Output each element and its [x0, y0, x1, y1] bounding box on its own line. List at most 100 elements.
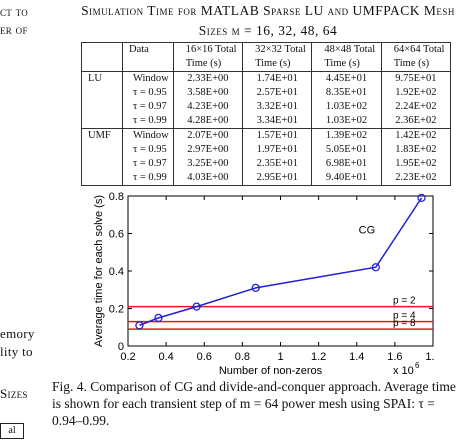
reference-line-label: p = 2	[393, 296, 416, 307]
table-group-cell	[81, 143, 123, 157]
table-value-cell: 2.36E+02	[380, 114, 452, 129]
table-header-cell	[81, 57, 123, 72]
table-value-cell: 1.83E+02	[380, 143, 452, 157]
table-row: τ = 0.97 3.25E+00 2.35E+01 6.98E+01 1.95E+02	[81, 157, 452, 171]
caption-line-1: Fig. 4. Comparison of CG and divide-and-…	[52, 379, 456, 394]
table-header-cell: 16×16 Total	[172, 42, 244, 57]
table-group-cell	[81, 86, 123, 100]
table-row: τ = 0.99 4.03E+00 2.95E+01 9.40E+01 2.23E+02	[81, 171, 452, 186]
x-tick-label: 0.4	[158, 351, 173, 363]
left-text-5: Sizes	[0, 386, 28, 401]
table-header-cell: Time (s)	[311, 57, 382, 72]
table-value-cell: 4.28E+00	[172, 114, 244, 129]
table-group-cell	[81, 114, 123, 129]
x-tick-label: 1	[277, 351, 283, 363]
series-point	[135, 321, 144, 330]
table-value-cell: 1.74E+01	[242, 71, 313, 86]
table-row: LU Window 2.33E+00 1.74E+01 4.45E+01 9.75E+01	[81, 71, 452, 86]
table-value-cell: 2.97E+00	[172, 143, 244, 157]
table-header-cell: Time (s)	[380, 57, 452, 72]
figure-caption: Fig. 4. Comparison of CG and divide-and-…	[52, 378, 474, 429]
table-value-cell: 1.57E+01	[242, 128, 313, 143]
caption-line-3: 0.94–0.99.	[52, 413, 110, 428]
table-group-cell	[81, 171, 123, 186]
simulation-table: Data 16×16 Total 32×32 Total 48×48 Total 64×…	[81, 42, 452, 186]
reference-line-label: p = 8	[393, 318, 416, 329]
y-tick-label: 0.6	[109, 229, 124, 241]
series-point	[251, 283, 260, 293]
table-header-cell: Time (s)	[172, 57, 244, 72]
x-tick-label: 0.8	[235, 351, 250, 363]
table-row: UMF Window 2.07E+00 1.57E+01 1.39E+02 1.42E+0…	[81, 128, 452, 143]
table-header-cell	[81, 42, 123, 57]
table-value-cell: 4.23E+00	[172, 100, 244, 114]
table-header-cell: 48×48 Total	[311, 42, 382, 57]
table-value-cell: 9.75E+01	[380, 71, 452, 86]
table-label-cell: τ = 0.95	[122, 86, 174, 100]
table-value-cell: 1.03E+02	[311, 100, 382, 114]
series-point	[154, 313, 163, 323]
y-tick-label: 0	[118, 341, 124, 353]
x-exponent-label: x 10	[393, 365, 414, 377]
table-group-cell: LU	[81, 71, 123, 86]
left-box: al	[0, 423, 24, 439]
table-value-cell: 3.58E+00	[172, 86, 244, 100]
table-value-cell: 5.05E+01	[311, 143, 382, 157]
table-value-cell: 6.98E+01	[311, 157, 382, 171]
table-value-cell: 3.25E+00	[172, 157, 244, 171]
y-tick-label: 0.2	[109, 304, 124, 316]
table-value-cell: 2.07E+00	[172, 128, 244, 143]
table-title-line-1: Simulation Time for MATLAB Sparse LU and…	[81, 3, 455, 18]
left-text-1: ct to	[0, 4, 29, 19]
table-row: τ = 0.97 4.23E+00 3.32E+01 1.03E+02 2.24E+02	[81, 100, 452, 114]
table-value-cell: 1.03E+02	[311, 114, 382, 129]
table-label-cell: τ = 0.99	[122, 171, 174, 186]
table-group-cell: UMF	[81, 128, 123, 143]
x-tick-label: 1.8	[425, 351, 435, 363]
table-header-cell: Data	[122, 42, 174, 57]
table-value-cell: 2.95E+01	[242, 171, 313, 186]
table-label-cell: τ = 0.97	[122, 157, 174, 171]
cg-comparison-chart: 0.20.40.60.811.21.41.61.800.20.40.60.8Nu…	[93, 191, 435, 377]
table-subheader-row: Time (s) Time (s) Time (s) Time (s)	[81, 57, 452, 72]
table-label-cell: τ = 0.99	[122, 114, 174, 129]
table-value-cell: 9.40E+01	[311, 171, 382, 186]
table-header-row: Data 16×16 Total 32×32 Total 48×48 Total 64×…	[81, 42, 452, 57]
series-point	[192, 302, 201, 311]
left-text-2: er of	[0, 22, 28, 37]
table-value-cell: 4.03E+00	[172, 171, 244, 186]
table-value-cell: 3.32E+01	[242, 100, 313, 114]
table-row: τ = 0.99 4.28E+00 3.34E+01 1.03E+02 2.36E+02	[81, 114, 452, 129]
y-tick-label: 0.4	[109, 266, 124, 278]
table-value-cell: 2.35E+01	[242, 157, 313, 171]
series-point	[417, 193, 426, 203]
table-row: τ = 0.95 3.58E+00 2.57E+01 8.35E+01 1.92E+02	[81, 86, 452, 100]
table-value-cell: 1.95E+02	[380, 157, 452, 171]
table-value-cell: 8.35E+01	[311, 86, 382, 100]
table-value-cell: 1.42E+02	[380, 128, 452, 143]
table-value-cell: 4.45E+01	[311, 71, 382, 86]
y-axis-label: Average time for each solve (s)	[93, 195, 105, 347]
table-value-cell: 2.57E+01	[242, 86, 313, 100]
reference-line-label: p = 4	[393, 311, 416, 322]
table-value-cell: 2.24E+02	[380, 100, 452, 114]
table-value-cell: 3.34E+01	[242, 114, 313, 129]
table-header-cell	[122, 57, 174, 72]
left-text-3: emory	[0, 326, 35, 341]
series-point	[371, 263, 380, 272]
plot-area	[127, 195, 434, 347]
table-value-cell: 1.97E+01	[242, 143, 313, 157]
x-exponent-power: 6	[415, 361, 420, 370]
x-tick-label: 1.2	[311, 351, 326, 363]
x-tick-label: 1.4	[349, 351, 364, 363]
table-row: τ = 0.95 2.97E+00 1.97E+01 5.05E+01 1.83E+02	[81, 143, 452, 157]
table-value-cell: 2.33E+00	[172, 71, 244, 86]
table-value-cell: 2.23E+02	[380, 171, 452, 186]
caption-line-2: is shown for each transient step of m = …	[52, 396, 435, 411]
table-label-cell: Window	[122, 128, 174, 143]
x-tick-label: 0.6	[197, 351, 212, 363]
x-tick-label: 0.2	[120, 351, 135, 363]
table-value-cell: 1.92E+02	[380, 86, 452, 100]
x-tick-label: 1.6	[387, 351, 402, 363]
left-column: ct to er of emory lity to Sizes	[0, 0, 50, 445]
